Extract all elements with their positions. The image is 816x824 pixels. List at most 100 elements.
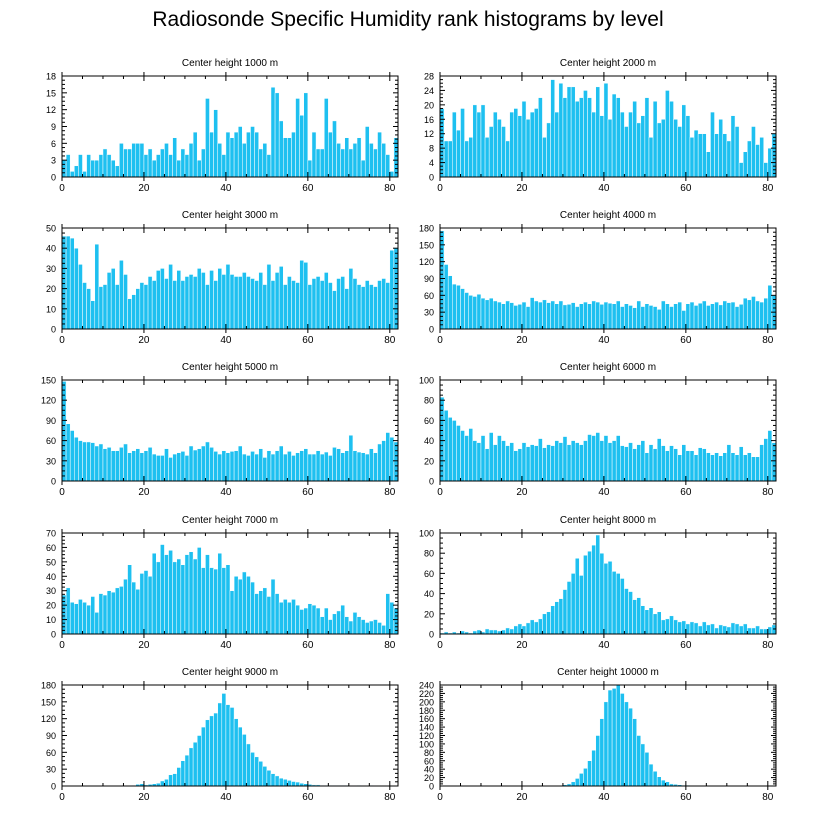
bar	[205, 98, 210, 178]
bar	[176, 452, 182, 482]
bar	[332, 447, 337, 482]
bar	[369, 620, 374, 635]
bar	[583, 90, 588, 178]
bar	[151, 159, 157, 178]
bar	[373, 286, 378, 330]
bar	[328, 619, 333, 635]
bar	[542, 299, 547, 330]
bar	[287, 602, 292, 635]
bar	[291, 781, 296, 787]
bar	[714, 627, 719, 635]
bar	[147, 148, 153, 178]
bar	[188, 274, 194, 330]
bar	[180, 451, 186, 482]
bar	[476, 629, 482, 635]
y-tick-label: 100	[419, 529, 434, 539]
bar	[669, 445, 674, 482]
bar	[315, 450, 321, 482]
bar	[661, 779, 666, 787]
bar	[348, 148, 354, 178]
bar	[283, 137, 288, 178]
y-tick-label: 4	[429, 158, 434, 168]
bar	[747, 140, 752, 178]
bar	[595, 534, 601, 635]
bar	[542, 447, 547, 482]
bar	[389, 436, 395, 482]
bar-series	[439, 230, 777, 330]
bar	[86, 604, 91, 635]
bar	[558, 442, 564, 482]
bar	[718, 455, 723, 482]
bar	[283, 284, 288, 330]
bar	[139, 452, 145, 482]
bar-series	[61, 235, 399, 330]
y-tick-label: 90	[46, 416, 56, 426]
x-tick-label: 40	[220, 487, 232, 498]
bar	[303, 92, 309, 178]
bar	[155, 154, 161, 178]
bar	[570, 573, 576, 635]
bar	[274, 450, 280, 482]
bar	[550, 605, 555, 635]
bar	[677, 126, 683, 178]
bar	[233, 450, 239, 482]
bar	[110, 450, 116, 482]
bar	[624, 303, 629, 330]
bar	[763, 162, 769, 178]
bar	[82, 441, 87, 482]
bar	[287, 780, 292, 787]
bar	[533, 621, 539, 635]
x-tick-label: 40	[220, 335, 232, 346]
bar	[143, 154, 149, 178]
x-tick-label: 0	[437, 792, 443, 803]
bar	[624, 446, 629, 482]
bar	[311, 453, 317, 482]
bar	[685, 623, 691, 635]
bar	[517, 623, 523, 635]
bar	[258, 761, 264, 787]
y-tick-label: 20	[46, 284, 56, 294]
bar	[90, 442, 96, 482]
bar	[566, 581, 572, 635]
bar	[632, 448, 637, 482]
bar	[340, 276, 345, 330]
bar	[636, 735, 642, 787]
bar	[439, 230, 445, 330]
bar	[233, 276, 239, 330]
bar-series	[61, 86, 399, 178]
bar	[295, 781, 300, 787]
bar	[98, 154, 104, 178]
bar	[484, 137, 490, 178]
bar	[172, 280, 177, 330]
bar	[714, 133, 719, 178]
bar	[476, 293, 482, 330]
bar	[352, 612, 358, 635]
bar	[344, 137, 350, 178]
y-tick-label: 20	[424, 100, 434, 110]
bar	[311, 278, 317, 330]
bar	[360, 452, 366, 482]
x-tick-label: 20	[516, 335, 528, 346]
bar	[742, 623, 748, 635]
panel-title: Center height 3000 m	[182, 210, 278, 221]
bar	[734, 454, 740, 482]
y-tick-label: 60	[46, 543, 56, 553]
panel-title: Center height 5000 m	[182, 362, 278, 373]
bar	[221, 154, 227, 178]
bar	[377, 280, 382, 330]
bar	[98, 593, 104, 635]
bar	[574, 442, 580, 482]
x-tick-label: 40	[598, 640, 610, 651]
x-tick-label: 60	[680, 487, 692, 498]
bar	[652, 448, 658, 482]
bar	[661, 119, 666, 178]
bar	[747, 627, 752, 635]
bar	[706, 305, 711, 330]
histogram-panel-9: Center height 9000 m 0 20 40 60 80 0 30 60 90 120 1…	[41, 667, 399, 803]
bar	[237, 126, 243, 178]
bar	[636, 122, 642, 178]
bar	[652, 101, 658, 178]
bar	[714, 452, 719, 482]
y-tick-label: 20	[424, 456, 434, 466]
bar	[681, 310, 687, 330]
